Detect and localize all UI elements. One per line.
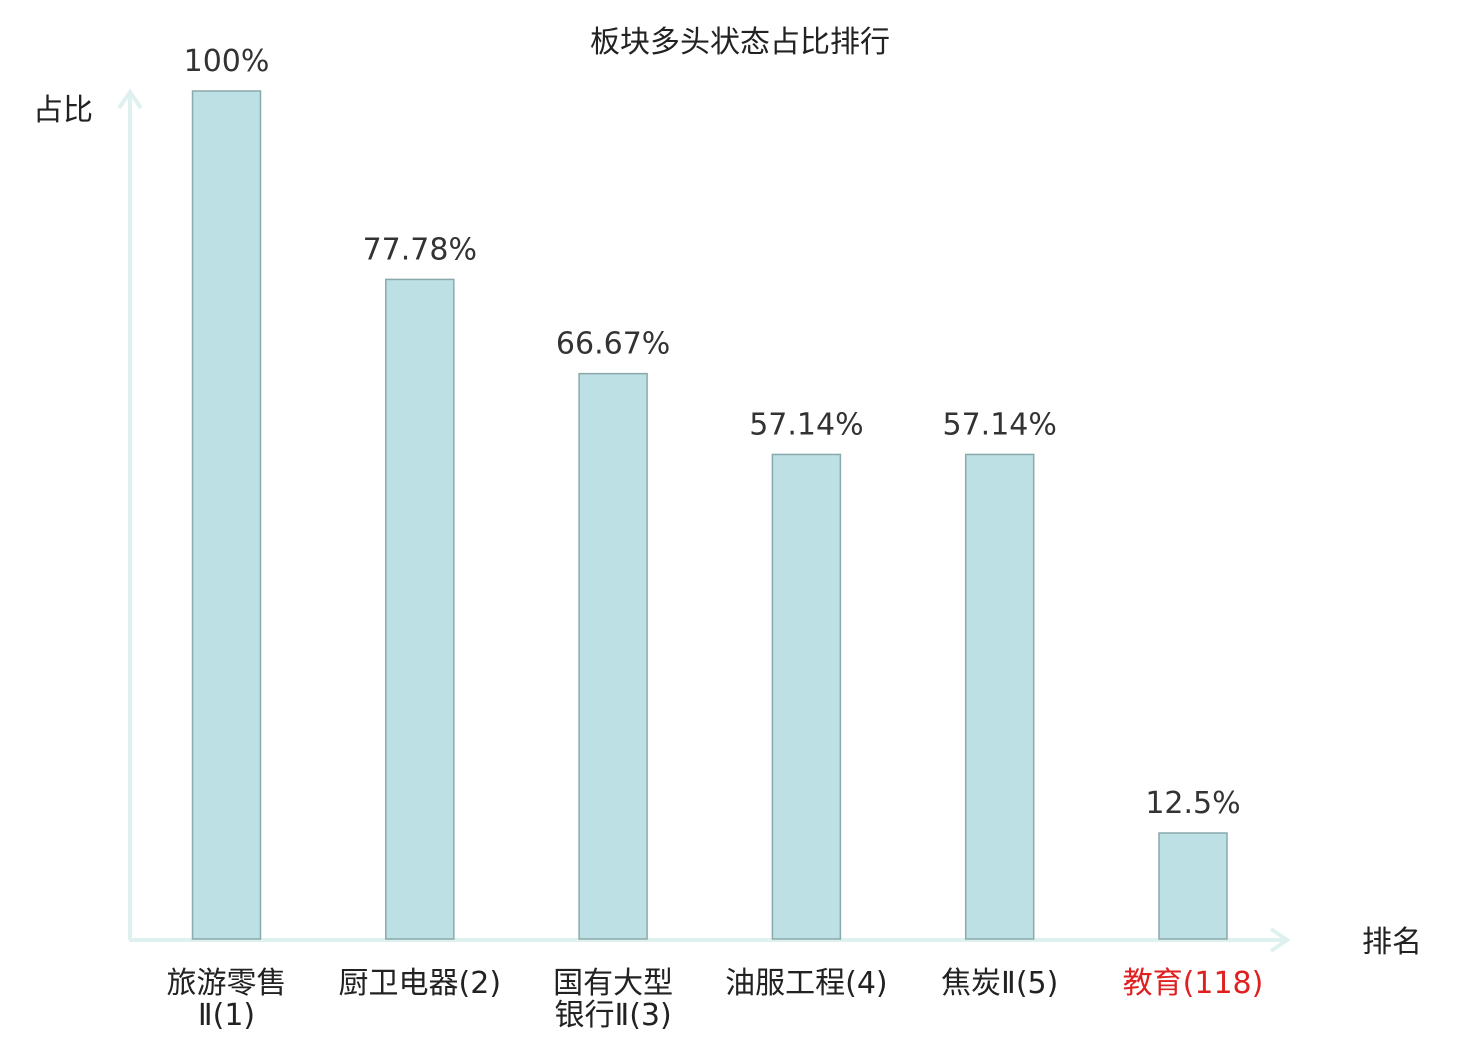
bar xyxy=(191,90,262,940)
bar-value-label: 57.14% xyxy=(943,407,1057,442)
y-axis-label: 占比 xyxy=(33,93,93,128)
bar-value-label: 77.78% xyxy=(363,232,477,267)
bars-group xyxy=(191,90,1228,940)
bar xyxy=(964,453,1035,940)
x-tick-label: 厨卫电器(2) xyxy=(339,966,502,1001)
x-tick-label: 银行Ⅱ(3) xyxy=(554,998,671,1033)
x-tick-label: 国有大型 xyxy=(553,966,673,1001)
value-labels-group: 100% 77.78% 66.67% 57.14% 57.14% 12.5% xyxy=(184,44,1241,821)
x-axis-arrow xyxy=(1269,927,1291,953)
axes xyxy=(117,88,1291,953)
y-axis-arrow xyxy=(117,88,143,110)
chart-title: 板块多头状态占比排行 xyxy=(590,25,890,60)
x-tick-label: 旅游零售 xyxy=(167,966,287,1001)
bar xyxy=(385,278,455,940)
bar-value-label: 57.14% xyxy=(749,407,863,442)
x-tick-label: 教育(118) xyxy=(1123,966,1264,1001)
x-axis-label: 排名 xyxy=(1362,925,1422,960)
bar xyxy=(771,453,842,940)
x-tick-label: 焦炭Ⅱ(5) xyxy=(941,966,1058,1001)
bar xyxy=(578,372,648,940)
bar-value-label: 66.67% xyxy=(556,327,670,362)
x-tick-label: 油服工程(4) xyxy=(725,966,888,1001)
x-tick-label: Ⅱ(1) xyxy=(198,998,255,1033)
bar-value-label: 100% xyxy=(184,44,270,79)
bar-value-label: 12.5% xyxy=(1145,786,1240,821)
bar xyxy=(1158,832,1228,940)
